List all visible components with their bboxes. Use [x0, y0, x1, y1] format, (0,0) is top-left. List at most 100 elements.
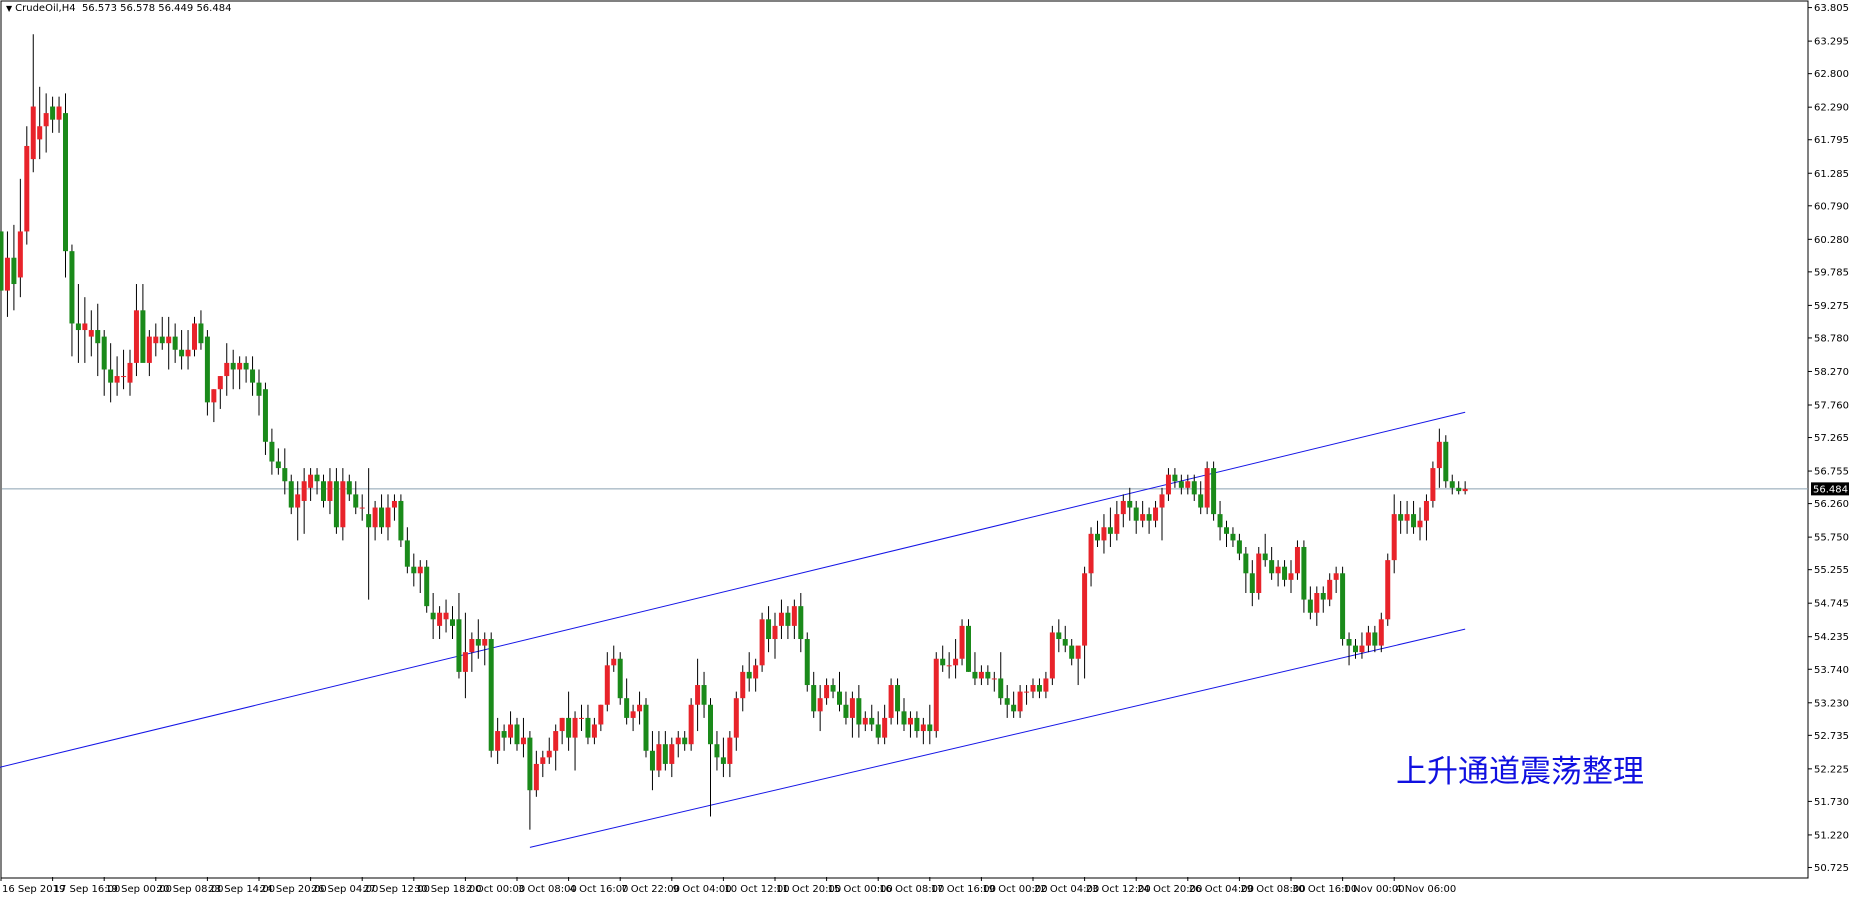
- candle-body: [1353, 645, 1358, 653]
- candle-body: [953, 658, 959, 666]
- candle-body: [179, 349, 185, 357]
- candle: [1153, 500, 1159, 528]
- candle-body: [1282, 566, 1288, 580]
- candle: [1224, 520, 1229, 547]
- candle: [301, 468, 307, 534]
- candle-body: [404, 540, 410, 567]
- price-tick-label: 62.800: [1814, 69, 1849, 80]
- time-tick-label: 22 Oct 04:00: [1034, 884, 1099, 895]
- candle: [1243, 546, 1249, 594]
- candle: [0, 218, 4, 304]
- candle: [875, 711, 881, 745]
- price-axis[interactable]: 63.805 63.295 62.800 62.290 61.795 61.285 60.7…: [1808, 3, 1849, 874]
- candle-body: [927, 724, 933, 732]
- candle: [166, 316, 172, 370]
- candle: [830, 678, 836, 699]
- candle: [108, 343, 114, 403]
- candle: [1269, 546, 1275, 580]
- candle-body: [811, 685, 817, 712]
- candle-body: [1275, 566, 1281, 574]
- time-tick-label: 4 Oct 16:00: [570, 884, 629, 895]
- candle: [785, 606, 791, 640]
- candle: [1127, 487, 1133, 521]
- candle: [843, 691, 849, 725]
- candle: [591, 717, 597, 745]
- candle: [695, 658, 701, 732]
- price-tick-label: 57.265: [1814, 433, 1849, 444]
- candle-body: [1404, 514, 1410, 521]
- candle-body: [1378, 619, 1384, 646]
- candle-body: [379, 507, 385, 528]
- candle: [1120, 494, 1126, 528]
- candle: [985, 665, 991, 686]
- candle: [630, 704, 636, 732]
- candle: [1282, 560, 1288, 587]
- candle: [1333, 566, 1339, 594]
- candle: [1449, 474, 1455, 495]
- candle: [798, 593, 804, 653]
- price-tick-label: 63.295: [1814, 37, 1849, 48]
- candle-body: [972, 671, 978, 679]
- candle-body: [140, 310, 146, 363]
- candle-body: [75, 323, 81, 331]
- candle-body: [598, 704, 604, 725]
- time-tick-label: 16 Sep 2019: [2, 884, 65, 895]
- candle: [1430, 461, 1436, 508]
- candle-body: [533, 763, 539, 791]
- candle: [237, 356, 243, 390]
- candle-body: [959, 625, 965, 659]
- candle: [269, 428, 275, 475]
- candle: [940, 645, 946, 672]
- time-tick-label: 9 Oct 04:00: [673, 884, 732, 895]
- candle-body: [146, 336, 152, 363]
- candle-body: [56, 106, 62, 120]
- candle: [50, 96, 56, 133]
- candle: [179, 330, 185, 370]
- candle-body: [417, 566, 423, 574]
- candle-body: [437, 612, 443, 626]
- candle: [643, 698, 649, 758]
- candle-body: [17, 231, 23, 278]
- candle-body: [198, 323, 204, 344]
- candle: [1346, 632, 1352, 666]
- candle-body: [1036, 685, 1042, 692]
- price-tick-label: 53.230: [1814, 698, 1849, 709]
- candle-body: [211, 389, 217, 403]
- candle-body: [630, 711, 636, 718]
- candle: [1249, 560, 1255, 607]
- candle-body: [720, 757, 726, 764]
- candle: [17, 178, 23, 298]
- candle: [895, 678, 901, 725]
- candle: [1004, 685, 1010, 718]
- candle: [714, 731, 720, 771]
- candle: [1365, 625, 1371, 653]
- candle-body: [966, 625, 971, 672]
- candle-body: [882, 717, 888, 738]
- candle-body: [585, 717, 591, 738]
- candle: [482, 632, 488, 666]
- candle: [114, 356, 120, 396]
- collapse-triangle-icon[interactable]: ▼: [6, 4, 13, 13]
- candle-body: [1056, 632, 1062, 640]
- candle: [1185, 474, 1191, 495]
- candle: [959, 619, 965, 666]
- candle: [192, 316, 197, 357]
- candle-body: [127, 362, 133, 383]
- candle-body: [456, 619, 462, 672]
- candle: [869, 704, 875, 732]
- candle: [920, 717, 926, 745]
- candle: [1036, 678, 1042, 699]
- candle-body: [462, 652, 468, 672]
- candle: [211, 389, 217, 423]
- candle-body: [1140, 514, 1146, 521]
- time-tick-label: 11 Oct 20:00: [776, 884, 841, 895]
- candle: [1294, 540, 1300, 580]
- candle-body: [1372, 632, 1378, 646]
- candle-body: [662, 744, 668, 764]
- candle: [127, 349, 133, 396]
- candle: [1075, 645, 1081, 686]
- candle-body: [656, 744, 662, 771]
- candle: [1378, 612, 1384, 653]
